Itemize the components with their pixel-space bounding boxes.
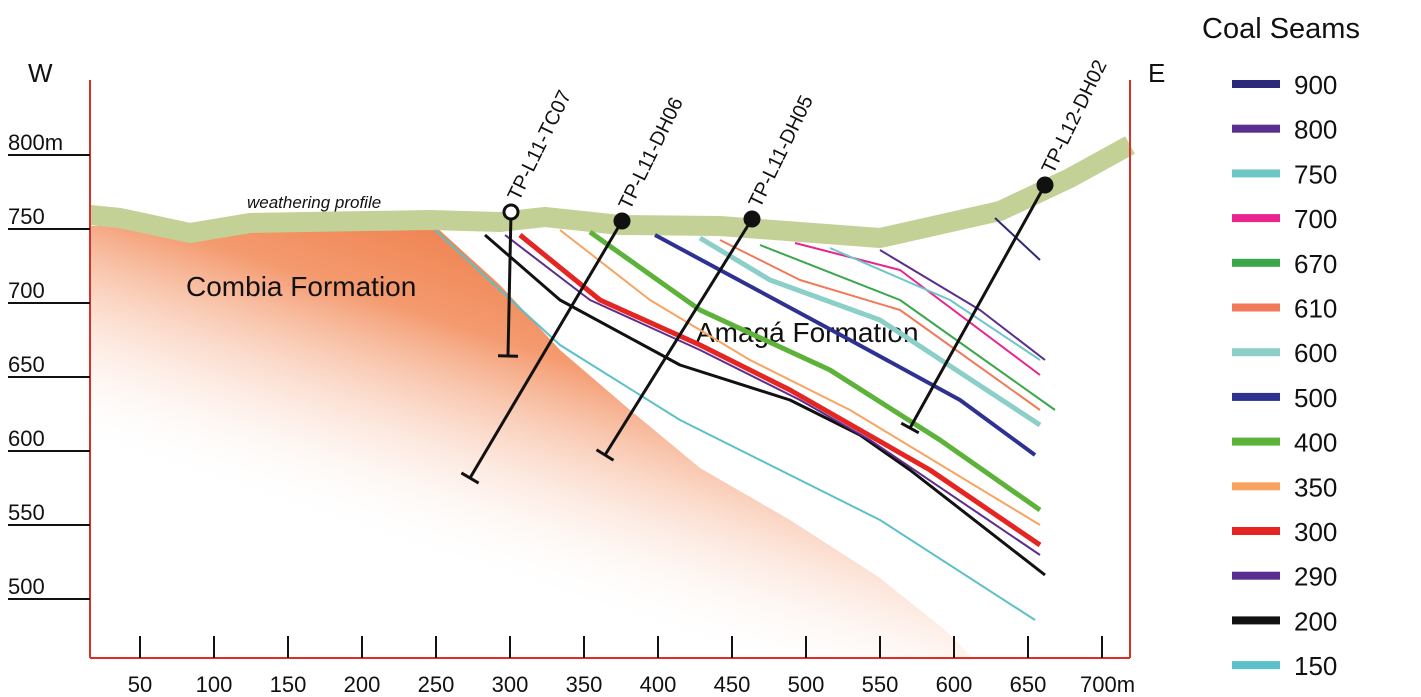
y-tick-label: 500	[8, 574, 45, 599]
legend-swatch	[1232, 169, 1280, 177]
legend-swatch	[1232, 572, 1280, 580]
legend-label: 610	[1294, 294, 1337, 324]
weathering-band	[90, 145, 1130, 238]
legend-label: 800	[1294, 115, 1337, 145]
x-tick-label: 300	[492, 672, 529, 697]
combia-label: Combia Formation	[186, 271, 416, 302]
borehole-label: TP-L11-TC07	[504, 87, 576, 204]
seam-line	[995, 218, 1040, 260]
legend-title: Coal Seams	[1202, 13, 1360, 45]
legend-label: 300	[1294, 517, 1337, 547]
legend-label: 670	[1294, 249, 1337, 279]
y-tick-label: 800m	[8, 130, 63, 155]
cross-section: W E weathering profile Combia Formation …	[0, 0, 1421, 697]
borehole-collar	[745, 212, 759, 226]
east-label: E	[1148, 58, 1165, 88]
legend-label: 750	[1294, 159, 1337, 189]
borehole-label: TP-L11-DH05	[745, 92, 818, 211]
weathering-label: weathering profile	[247, 193, 381, 212]
borehole-label: TP-L11-DH06	[615, 94, 688, 213]
x-tick-label: 700m	[1080, 672, 1135, 697]
legend-swatch	[1232, 304, 1280, 312]
y-tick-label: 600	[8, 426, 45, 451]
borehole-collar	[504, 205, 518, 219]
x-tick-label: 650	[1010, 672, 1047, 697]
legend-swatch	[1232, 438, 1280, 446]
borehole-collar	[1038, 178, 1052, 192]
legend-label: 350	[1294, 472, 1337, 502]
x-tick-label: 450	[714, 672, 751, 697]
y-tick-label: 700	[8, 278, 45, 303]
legend-swatch	[1232, 527, 1280, 535]
y-tick-label: 550	[8, 500, 45, 525]
x-tick-label: 400	[640, 672, 677, 697]
legend-swatch	[1232, 616, 1280, 624]
y-tick-label: 750	[8, 204, 45, 229]
legend-label: 500	[1294, 383, 1337, 413]
y-tick-label: 650	[8, 352, 45, 377]
legend-swatch	[1232, 214, 1280, 222]
legend-label: 200	[1294, 606, 1337, 636]
legend-label: 400	[1294, 428, 1337, 458]
x-tick-label: 600	[936, 672, 973, 697]
legend-label: 150	[1294, 651, 1337, 681]
legend-swatch	[1232, 482, 1280, 490]
x-tick-label: 150	[270, 672, 307, 697]
legend-swatch	[1232, 80, 1280, 88]
legend-swatch	[1232, 393, 1280, 401]
legend-label: 900	[1294, 70, 1337, 100]
legend-label: 290	[1294, 562, 1337, 592]
x-tick-label: 100	[196, 672, 233, 697]
legend-swatch	[1232, 348, 1280, 356]
west-label: W	[28, 58, 53, 88]
borehole-collar	[615, 214, 629, 228]
legend-swatch	[1232, 125, 1280, 133]
x-tick-label: 250	[418, 672, 455, 697]
legend-swatch	[1232, 259, 1280, 267]
x-tick-label: 550	[862, 672, 899, 697]
legend-swatch	[1232, 661, 1280, 669]
x-tick-label: 500	[788, 672, 825, 697]
x-tick-label: 200	[344, 672, 381, 697]
legend-label: 700	[1294, 204, 1337, 234]
x-tick-label: 50	[128, 672, 152, 697]
x-tick-label: 350	[566, 672, 603, 697]
legend-label: 600	[1294, 338, 1337, 368]
